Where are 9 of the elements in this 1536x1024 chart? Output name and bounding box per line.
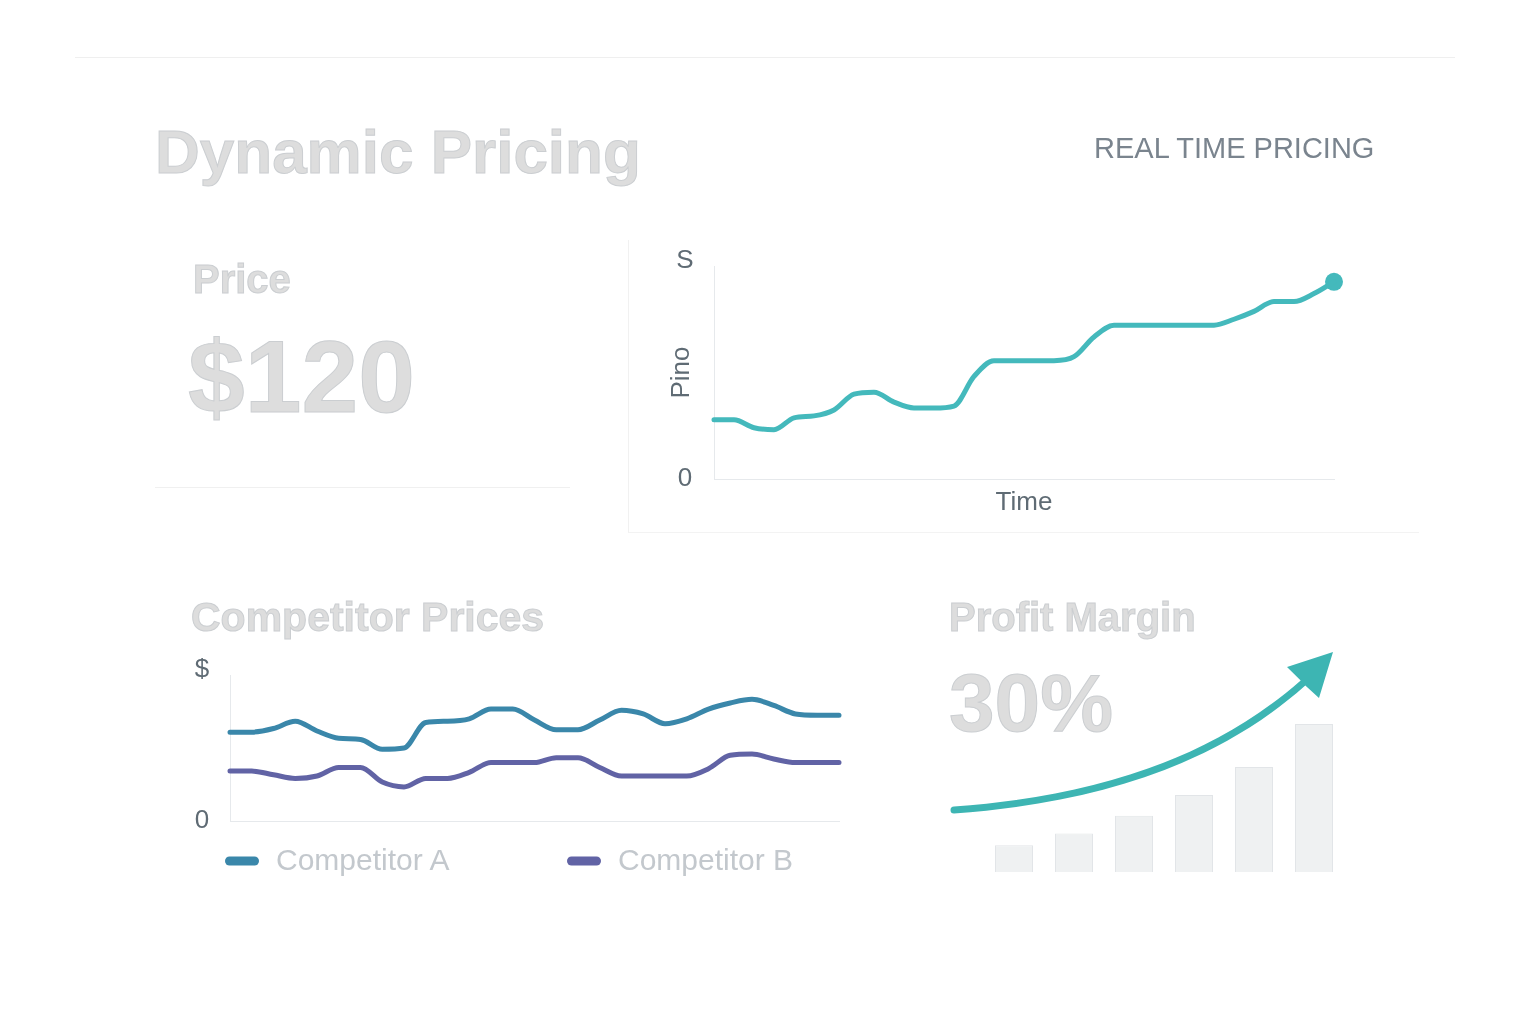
x-axis-title: Time bbox=[995, 485, 1053, 516]
text: $ bbox=[194, 653, 210, 684]
text: 0 bbox=[194, 804, 210, 835]
text: S bbox=[676, 244, 694, 275]
y-axis-title: Pino bbox=[664, 346, 695, 399]
text: REAL TIME PRICING bbox=[1094, 132, 1375, 164]
legend-label: Competitor B bbox=[618, 843, 794, 877]
text: 0 bbox=[677, 462, 693, 493]
legend-label: Competitor A bbox=[276, 843, 450, 877]
